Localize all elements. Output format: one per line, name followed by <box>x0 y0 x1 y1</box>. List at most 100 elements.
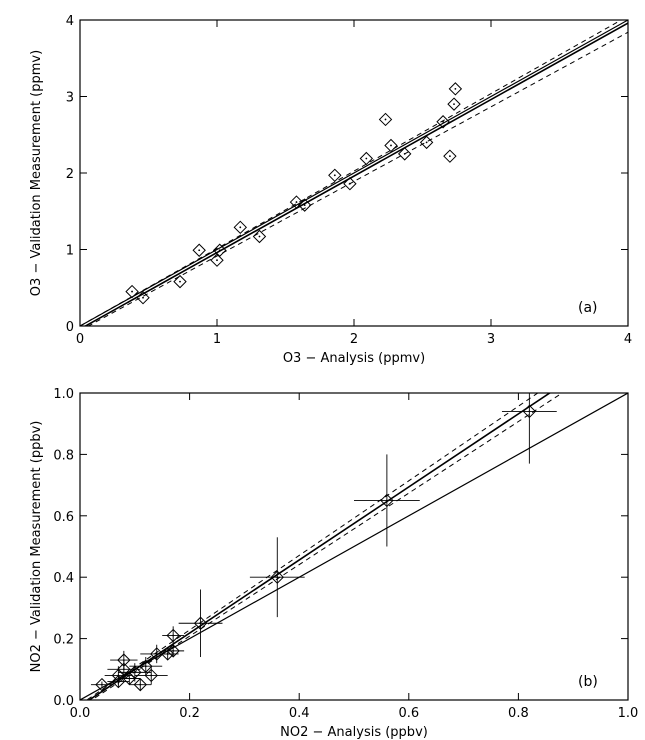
data-point-center <box>198 249 201 252</box>
data-point-diamond <box>359 151 374 166</box>
plot-area <box>80 20 628 326</box>
data-point-center <box>117 674 120 677</box>
data-point-center <box>166 653 169 655</box>
data-point-center <box>453 103 455 106</box>
y-tick-label: 1 <box>66 244 74 259</box>
data-point-center <box>425 141 428 144</box>
data-point-center <box>276 576 279 579</box>
data-point-diamond <box>95 677 109 692</box>
x-tick-label: 4 <box>624 332 632 347</box>
data-point-diamond <box>297 198 312 212</box>
panel-label: (b) <box>578 674 598 690</box>
x-tick-label: 0.0 <box>70 706 91 721</box>
data-point-diamond <box>328 168 342 183</box>
data-point-diamond <box>378 112 393 127</box>
data-point-center <box>216 259 218 262</box>
one-to-one-line <box>80 20 628 326</box>
panel-b-no2-plot: 0.0 0.2 0.4 0.6 0.8 1.0 0.0 0.2 0.4 0.6 0.8 1.0 NO2 … <box>29 387 639 740</box>
data-point-diamond <box>210 253 224 267</box>
confidence-lower-line <box>87 31 628 326</box>
data-point-diamond <box>125 284 139 299</box>
x-tick-label: 2 <box>350 332 358 347</box>
x-tick-label: 0.8 <box>508 706 529 721</box>
data-point-center <box>384 118 387 121</box>
data-point-center <box>128 677 131 680</box>
data-point-diamond <box>193 616 208 630</box>
data-point-center <box>442 120 444 123</box>
fit-line <box>87 393 552 700</box>
data-point-diamond <box>111 674 126 689</box>
data-point-diamond <box>117 662 131 677</box>
data-point-center <box>348 182 351 185</box>
panel-a-ozone-plot: 0 1 2 3 4 0 1 2 3 4 O3 − Analysis (ppmv) O3 − Valid… <box>29 14 632 366</box>
data-point-diamond <box>136 290 150 305</box>
y-tick-label: 0.2 <box>53 633 74 648</box>
data-point-diamond <box>139 659 153 673</box>
data-point-diamond <box>192 243 206 257</box>
confidence-upper-line <box>80 20 623 326</box>
data-point-center <box>295 201 298 203</box>
data-point-center <box>101 683 103 686</box>
data-point-diamond <box>384 138 398 153</box>
data-point-center <box>218 249 221 252</box>
data-point-center <box>239 226 242 229</box>
y-axis-title: NO2 − Validation Measurement (ppbv) <box>29 421 44 673</box>
data-point-center <box>139 683 142 686</box>
confidence-upper-line <box>85 393 539 700</box>
data-point-center <box>449 155 451 158</box>
data-point-diamond <box>289 195 304 209</box>
data-point-diamond <box>522 404 537 419</box>
data-point-diamond <box>380 493 394 508</box>
fit-line <box>83 22 628 326</box>
x-tick-label: 1.0 <box>618 706 639 721</box>
data-point-diamond <box>397 147 412 161</box>
x-tick-label: 0.4 <box>289 706 310 721</box>
data-point-center <box>365 157 368 160</box>
y-tick-label: 2 <box>66 167 74 182</box>
x-tick-label: 0 <box>76 332 84 347</box>
data-point-diamond <box>150 647 164 661</box>
plot-area <box>80 393 628 700</box>
y-tick-label: 3 <box>66 91 74 106</box>
data-point-center <box>122 668 125 671</box>
data-point-center <box>144 665 147 668</box>
data-point-center <box>199 622 202 625</box>
data-point-diamond <box>447 97 461 111</box>
y-tick-label: 0.4 <box>53 571 74 586</box>
data-point-diamond <box>419 135 434 150</box>
data-point-diamond <box>133 677 147 692</box>
data-point-center <box>528 410 531 413</box>
data-point-center <box>172 634 175 637</box>
panel-label: (a) <box>578 300 598 316</box>
data-point-diamond <box>166 628 180 643</box>
y-tick-label: 4 <box>66 14 74 29</box>
data-point-diamond <box>166 644 180 658</box>
x-tick-label: 0.2 <box>179 706 200 721</box>
data-point-center <box>303 204 306 207</box>
data-point-center <box>142 296 144 299</box>
data-point-diamond <box>270 570 284 584</box>
data-point-center <box>390 144 392 147</box>
data-point-center <box>385 499 388 502</box>
data-point-center <box>131 290 133 293</box>
data-point-diamond <box>436 115 450 129</box>
data-point-center <box>258 235 261 238</box>
plot-frame <box>79 392 629 701</box>
y-tick-label: 1.0 <box>53 387 74 402</box>
data-point-center <box>172 649 175 652</box>
y-tick-label: 0.6 <box>53 510 74 525</box>
data-point-center <box>150 674 153 677</box>
confidence-lower-line <box>90 393 564 700</box>
data-point-diamond <box>213 243 227 257</box>
y-tick-label: 0.8 <box>53 448 74 463</box>
data-point-center <box>454 87 457 90</box>
data-point-center <box>333 174 336 177</box>
y-tick-label: 0.0 <box>53 694 74 709</box>
y-tick-label: 0 <box>66 320 74 335</box>
one-to-one-line <box>80 393 628 700</box>
x-axis-title: NO2 − Analysis (ppbv) <box>280 725 428 740</box>
data-point-center <box>403 152 406 155</box>
data-point-diamond <box>343 177 357 191</box>
x-tick-label: 1 <box>213 332 221 347</box>
